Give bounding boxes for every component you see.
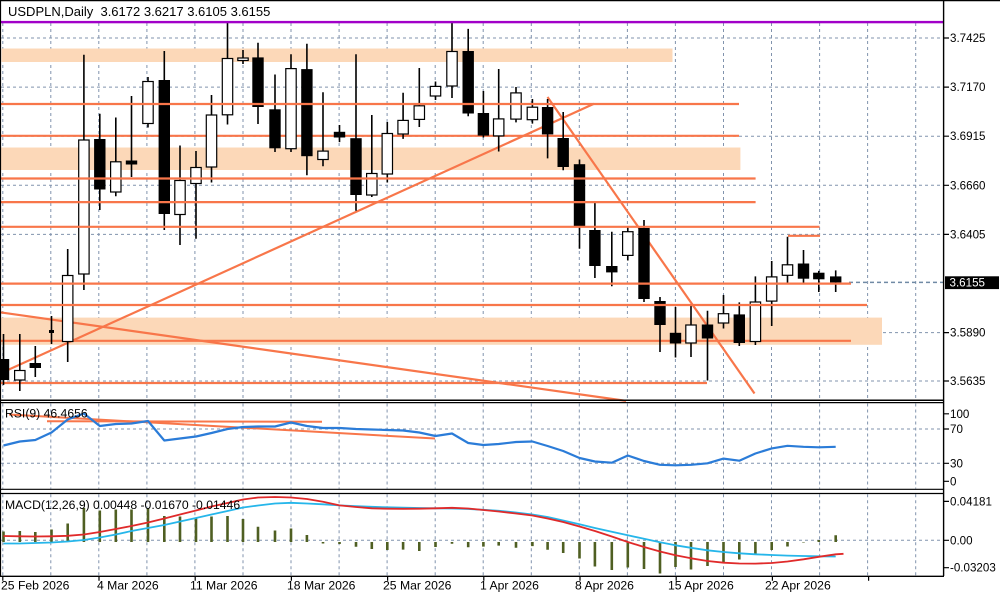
svg-text:3.7170: 3.7170 — [950, 81, 985, 94]
svg-text:11 Mar 2026: 11 Mar 2026 — [190, 578, 258, 592]
svg-text:8 Apr 2026: 8 Apr 2026 — [575, 578, 634, 592]
svg-text:3.5635: 3.5635 — [950, 375, 985, 388]
svg-text:3.7425: 3.7425 — [950, 32, 985, 45]
svg-text:30: 30 — [950, 457, 963, 470]
svg-text:1 Apr 2026: 1 Apr 2026 — [480, 578, 539, 592]
svg-text:15 Apr 2026: 15 Apr 2026 — [668, 578, 734, 592]
svg-text:0.00: 0.00 — [950, 534, 973, 547]
svg-text:0: 0 — [950, 475, 956, 488]
svg-text:3.6915: 3.6915 — [950, 130, 985, 143]
svg-text:18 Mar 2026: 18 Mar 2026 — [287, 578, 356, 592]
svg-text:25 Feb 2026: 25 Feb 2026 — [1, 578, 70, 592]
svg-text:3.6660: 3.6660 — [950, 179, 985, 192]
svg-text:USDPLN,Daily 3.6172 3.6217 3.: USDPLN,Daily 3.6172 3.6217 3.6105 3.6155 — [8, 4, 270, 19]
svg-text:70: 70 — [950, 423, 963, 436]
svg-text:RSI(9) 46.4656: RSI(9) 46.4656 — [5, 407, 88, 421]
svg-text:100: 100 — [950, 408, 969, 421]
svg-text:4 Mar 2026: 4 Mar 2026 — [97, 578, 159, 592]
svg-text:MACD(12,26,9) 0.00448 -0.01670: MACD(12,26,9) 0.00448 -0.01670 -0.01446 — [5, 498, 240, 512]
svg-text:22 Apr 2026: 22 Apr 2026 — [765, 578, 831, 592]
svg-text:3.5890: 3.5890 — [950, 327, 985, 340]
svg-text:3.6405: 3.6405 — [950, 228, 985, 241]
svg-text:0.04181: 0.04181 — [950, 495, 992, 508]
svg-text:25 Mar 2026: 25 Mar 2026 — [383, 578, 452, 592]
svg-text:-0.03203: -0.03203 — [950, 562, 996, 575]
svg-text:3.6155: 3.6155 — [950, 277, 985, 290]
